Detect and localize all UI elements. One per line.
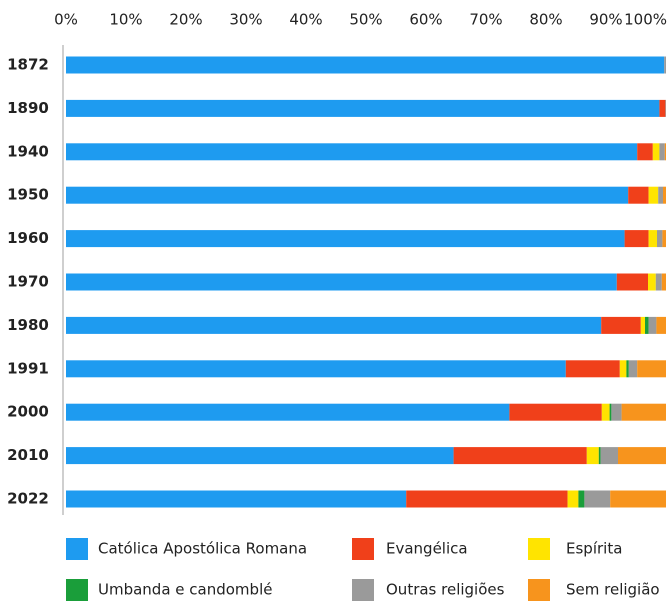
y-tick-label: 1991 [7,359,49,377]
bar-segment [664,56,666,74]
bar-segment [640,316,645,334]
x-tick-label: 20% [169,11,202,29]
bar-segment [662,230,666,248]
x-tick-label: 0% [54,11,78,29]
legend-label: Espírita [566,540,622,558]
y-tick-label: 1940 [7,142,49,160]
y-tick-label: 1872 [7,56,49,74]
legend-swatch [528,538,550,560]
bar-segment [619,360,627,378]
bar-segment [600,447,618,465]
bar-segment [66,230,625,248]
y-tick-label: 1960 [7,229,49,247]
x-tick-label: 10% [109,11,142,29]
bar-segment [453,447,587,465]
bar-segment [598,447,601,465]
bar-segment [66,99,660,117]
x-tick-label: 100% [624,11,667,29]
x-tick-label: 30% [229,11,262,29]
bar-segment [66,403,510,421]
legend-swatch [352,538,374,560]
bar-segment [66,56,665,74]
legend-swatch [528,579,550,601]
bar-segment [609,403,612,421]
bar-segment [655,273,662,291]
bar-segment [601,403,610,421]
bar-segment [406,490,568,508]
bar-segment [618,447,666,465]
y-tick-label: 2022 [7,490,49,508]
x-tick-label: 50% [349,11,382,29]
bar-segment [578,490,585,508]
bar-segment [628,360,638,378]
bar-segment [637,143,653,161]
legend-label: Evangélica [386,540,468,558]
bar-segment [658,186,663,204]
bar-segment [610,490,666,508]
bar-segment [66,143,638,161]
bar-segment [663,186,666,204]
legend-label: Católica Apostólica Romana [98,540,307,558]
bar-segment [66,490,407,508]
bar-segment [652,143,660,161]
bar-segment [66,273,617,291]
x-tick-label: 90% [589,11,622,29]
bar-segment [659,143,665,161]
bar-segment [648,316,657,334]
bar-segment [628,186,649,204]
bar-segment [624,230,649,248]
bar-segment [66,186,629,204]
y-tick-label: 1890 [7,99,49,117]
bar-segment [611,403,622,421]
x-tick-label: 40% [289,11,322,29]
bar-segment [648,186,659,204]
bar-segment [601,316,641,334]
legend-label: Outras religiões [386,581,505,599]
bar-segment [637,360,666,378]
bar-segment [657,230,663,248]
bar-segment [665,99,666,117]
bar-segment [664,143,666,161]
legend-swatch [352,579,374,601]
bar-segment [584,490,611,508]
bar-segment [661,273,666,291]
bar-segment [66,316,602,334]
bar-segment [66,360,566,378]
bar-segment [648,230,657,248]
bar-segment [509,403,602,421]
x-tick-label: 80% [529,11,562,29]
bar-segment [567,490,579,508]
bar-segment [616,273,648,291]
legend-label: Sem religião [566,581,660,599]
bar-segment [656,316,666,334]
bar-segment [645,316,649,334]
x-tick-label: 70% [469,11,502,29]
y-tick-label: 1980 [7,316,49,334]
bar-segment [621,403,666,421]
bar-segment [648,273,656,291]
y-tick-label: 1970 [7,273,49,291]
legend-swatch [66,579,88,601]
legend-swatch [66,538,88,560]
y-tick-label: 2000 [7,403,49,421]
bar-segment [626,360,629,378]
bar-segment [659,99,666,117]
y-tick-label: 1950 [7,186,49,204]
bar-segment [565,360,620,378]
x-tick-label: 60% [409,11,442,29]
bar-segment [586,447,599,465]
y-tick-label: 2010 [7,446,49,464]
bar-segment [66,447,454,465]
legend-label: Umbanda e candomblé [98,581,272,599]
